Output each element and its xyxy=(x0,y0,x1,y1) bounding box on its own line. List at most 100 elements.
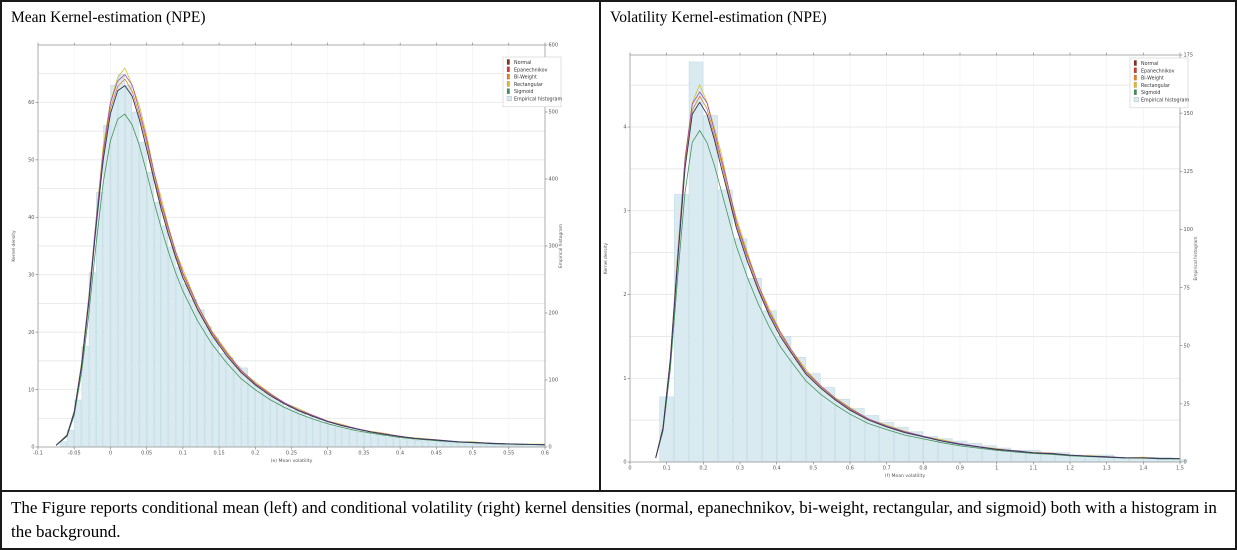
legend-marker-normal xyxy=(1133,60,1137,66)
histogram-bar xyxy=(110,84,118,448)
y-left-tick-label: 30 xyxy=(28,272,34,278)
histogram-bar xyxy=(226,356,234,448)
histogram-bar xyxy=(414,440,422,448)
histogram-bar xyxy=(146,172,154,448)
y-right-tick-label: 50 xyxy=(1184,343,1190,349)
y-left-tick-label: 3 xyxy=(623,208,626,214)
x-axis-label: (e) Mean volatility xyxy=(271,458,313,464)
axes: -0.1 -0.05 0 0.05 0.1 0.15 0.2 0.25 0.3 0.35 0.4 0.… xyxy=(28,42,559,457)
histogram-bar xyxy=(219,352,227,448)
kernel-curve-sigmoid xyxy=(655,130,1181,460)
histogram-bar xyxy=(291,409,299,448)
histogram-bar xyxy=(132,111,140,448)
histogram-bar xyxy=(429,441,437,448)
x-tick-label: 0.2 xyxy=(699,466,707,472)
histogram-bar xyxy=(335,426,343,448)
x-tick-label: 0.1 xyxy=(179,451,187,457)
kernel-curve-normal xyxy=(655,101,1180,460)
x-tick-label: 0.55 xyxy=(503,451,514,457)
histogram-bar xyxy=(277,401,285,448)
legend-label: Sigmoid xyxy=(514,89,533,95)
y-right-tick-label: 500 xyxy=(549,110,559,116)
histogram-bar xyxy=(269,397,277,448)
legend-marker-bi-weight xyxy=(1133,74,1137,81)
y-left-tick-label: 60 xyxy=(28,100,34,106)
y-right-tick-label: 100 xyxy=(549,378,559,384)
histogram-bar xyxy=(313,419,321,448)
histogram-bar xyxy=(125,84,132,448)
legend-marker-sigmoid xyxy=(506,88,510,94)
x-tick-label: 0.05 xyxy=(141,451,152,457)
y-right-axis-label: Empirical histogram xyxy=(558,224,564,268)
gridlines xyxy=(37,45,546,447)
histogram-bar xyxy=(327,424,335,448)
y-right-tick-label: 200 xyxy=(549,311,559,317)
kernel-curve-normal xyxy=(55,85,546,446)
y-right-tick-label: 300 xyxy=(549,244,559,250)
x-tick-label: 0.1 xyxy=(663,466,671,472)
histogram-bar xyxy=(400,438,408,448)
y-left-tick-label: 0 xyxy=(31,445,34,451)
histogram-bar xyxy=(364,433,372,448)
y-left-tick-label: 4 xyxy=(623,125,626,131)
legend-label: Bi-Weight xyxy=(1141,76,1164,82)
legend-marker-empirical-histogram xyxy=(506,96,512,102)
legend-label: Sigmoid xyxy=(1141,90,1160,96)
histogram-bar xyxy=(306,416,314,448)
legend-label: Normal xyxy=(514,60,531,66)
panel-volatility-kernel: Volatility Kernel-estimation (NPE) 0 0.1 0… xyxy=(599,2,1235,490)
x-tick-label: 0.15 xyxy=(214,451,225,457)
histogram-bar xyxy=(494,444,502,448)
histogram-bar xyxy=(175,267,183,448)
histogram-bar xyxy=(791,357,806,463)
x-tick-label: 0.9 xyxy=(956,466,964,472)
x-tick-label: 0.4 xyxy=(773,466,781,472)
panel-mean-kernel: Mean Kernel-estimation (NPE) -0.1 -0.05 0 0… xyxy=(2,2,599,490)
x-tick-label: 0.3 xyxy=(736,466,744,472)
y-right-axis-label: Empirical histogram xyxy=(1193,236,1199,280)
y-left-tick-label: 40 xyxy=(28,215,34,221)
histogram-bar xyxy=(806,373,821,463)
y-left-tick-label: 2 xyxy=(623,292,626,298)
histogram-bar xyxy=(320,421,328,448)
x-tick-label: 0.6 xyxy=(541,451,549,457)
histogram-bar xyxy=(161,225,169,448)
x-tick-label: 1.2 xyxy=(1066,466,1074,472)
legend-label: Empirical histogram xyxy=(1141,98,1189,104)
histogram-bar xyxy=(393,437,400,448)
x-tick-label: 0.6 xyxy=(846,466,854,472)
y-left-tick-label: 50 xyxy=(28,158,34,164)
histogram-bar xyxy=(204,326,212,448)
histogram-bar xyxy=(465,443,473,448)
histogram-bar xyxy=(342,428,350,448)
histogram-bar xyxy=(407,439,415,448)
histogram-bar xyxy=(298,413,306,448)
histogram-bar xyxy=(233,365,241,448)
x-tick-label: 0.4 xyxy=(396,451,404,457)
histogram-bar xyxy=(211,337,219,448)
x-tick-label: 0.5 xyxy=(469,451,477,457)
histogram-bar xyxy=(703,115,718,463)
x-tick-label: 0.35 xyxy=(358,451,369,457)
histogram-bar xyxy=(371,434,379,448)
histogram-bar xyxy=(248,380,256,448)
y-right-tick-label: 0 xyxy=(549,445,552,451)
histogram-bar xyxy=(659,396,674,463)
legend-label: Rectangular xyxy=(1141,83,1170,89)
mean-kernel-chart: -0.1 -0.05 0 0.05 0.1 0.15 0.2 0.25 0.3 0.35 0.4 0.… xyxy=(11,42,564,464)
histogram-bar xyxy=(718,189,733,463)
y-right-tick-label: 400 xyxy=(549,177,559,183)
panel-title-volatility: Volatility Kernel-estimation (NPE) xyxy=(610,9,827,26)
histogram-bar xyxy=(436,441,444,448)
histogram-bar xyxy=(139,141,147,448)
x-tick-label: -0.1 xyxy=(33,451,43,457)
y-right-tick-label: 150 xyxy=(1184,111,1194,117)
kernel-curve-sigmoid xyxy=(55,113,546,446)
legend-label: Epanechnikov xyxy=(1141,68,1175,74)
histogram-bar xyxy=(117,74,125,448)
histogram-bar xyxy=(349,430,357,448)
x-tick-label: -0.05 xyxy=(68,451,81,457)
